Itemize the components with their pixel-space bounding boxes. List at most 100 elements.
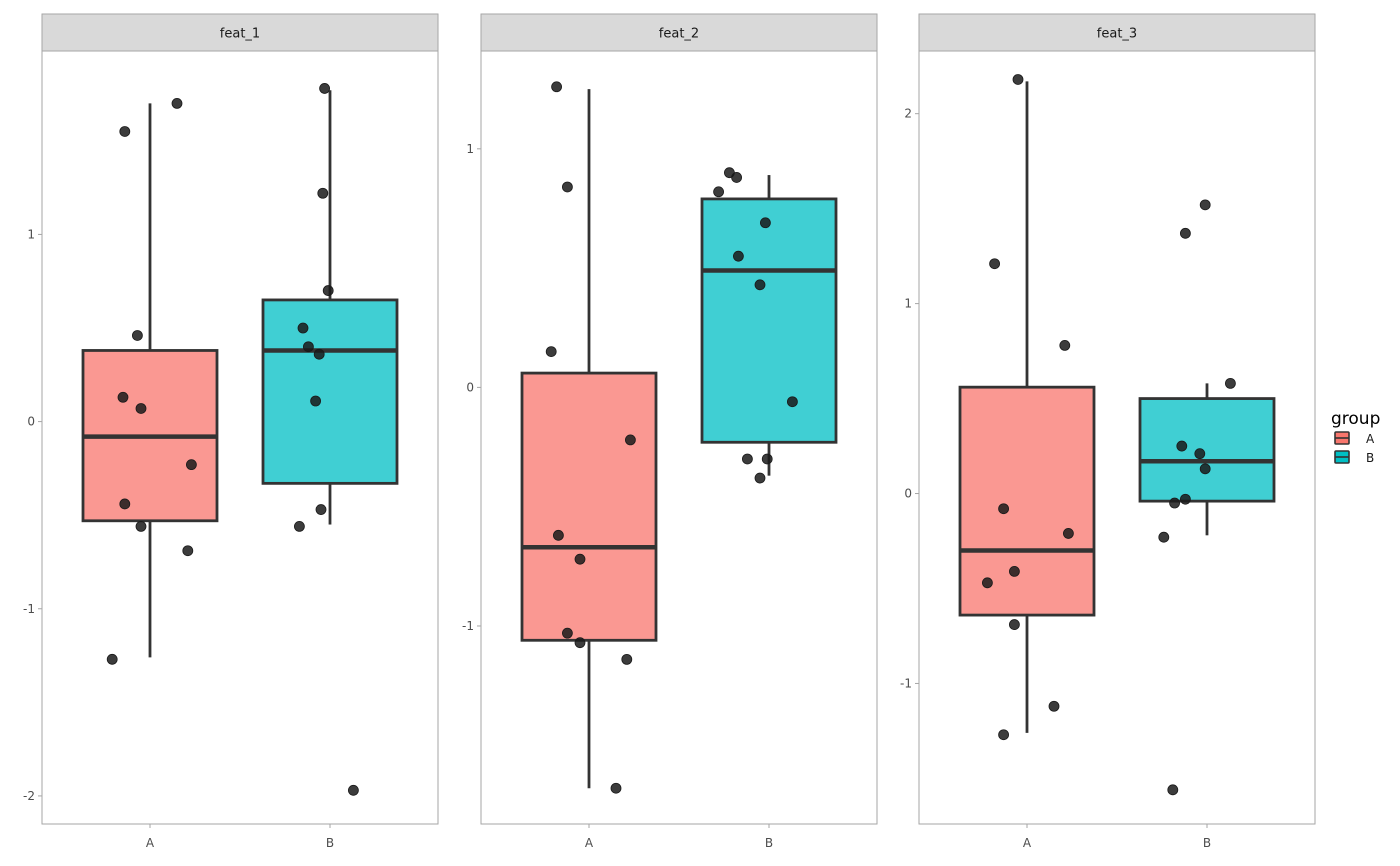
data-point-a bbox=[1063, 528, 1074, 539]
data-point-b bbox=[1158, 531, 1170, 543]
box-group-b bbox=[700, 175, 838, 476]
data-point-b bbox=[1180, 227, 1191, 239]
legend-label-a: A bbox=[1366, 432, 1375, 446]
data-point-a bbox=[135, 521, 147, 532]
legend-entry-a: A bbox=[1334, 431, 1375, 446]
data-point-a bbox=[610, 782, 622, 794]
data-point-a bbox=[171, 98, 183, 109]
data-point-a bbox=[562, 627, 573, 639]
data-point-a bbox=[989, 258, 1000, 270]
legend-title: group bbox=[1331, 409, 1380, 429]
facet-strip-label: feat_1 bbox=[220, 27, 260, 42]
data-point-a bbox=[1012, 74, 1024, 85]
data-point-a bbox=[574, 637, 586, 649]
box-group-a bbox=[958, 81, 1096, 733]
x-tick-label: A bbox=[585, 836, 594, 850]
data-point-b bbox=[742, 453, 753, 465]
data-point-b bbox=[761, 453, 773, 465]
y-tick-label: 1 bbox=[904, 297, 912, 311]
data-point-b bbox=[1199, 199, 1211, 211]
data-point-a bbox=[117, 391, 129, 403]
data-point-a bbox=[119, 126, 131, 137]
data-point-a bbox=[135, 403, 147, 414]
facet-strip bbox=[41, 13, 439, 52]
data-point-a bbox=[131, 330, 143, 341]
data-point-b bbox=[302, 341, 314, 353]
y-tick-label: 1 bbox=[466, 142, 474, 156]
data-point-a bbox=[182, 545, 194, 557]
data-point-b bbox=[1167, 784, 1179, 796]
data-point-a bbox=[1048, 700, 1060, 712]
data-point-a bbox=[1009, 619, 1020, 630]
facet-panel-feat_3: feat_3 -1 0 1 2 A B bbox=[900, 13, 1316, 850]
box-body bbox=[958, 385, 1096, 617]
y-tick-label: -2 bbox=[23, 789, 35, 803]
data-point-b bbox=[322, 285, 334, 296]
data-point-b bbox=[310, 395, 322, 407]
data-point-a bbox=[551, 81, 562, 93]
x-tick-label: B bbox=[1203, 836, 1211, 850]
x-tick-label: B bbox=[765, 836, 773, 850]
data-point-b bbox=[347, 784, 359, 796]
data-point-b bbox=[731, 172, 742, 183]
facet-strip-label: feat_3 bbox=[1097, 27, 1137, 42]
data-point-a bbox=[998, 503, 1009, 515]
y-tick-label: 0 bbox=[27, 415, 35, 429]
data-point-a bbox=[553, 529, 564, 541]
data-point-a bbox=[982, 577, 993, 589]
y-tick-label: -1 bbox=[23, 602, 35, 616]
box-group-a bbox=[81, 103, 219, 658]
box-body bbox=[1138, 397, 1276, 503]
x-tick-label: B bbox=[326, 836, 334, 850]
y-tick-label: -1 bbox=[900, 676, 912, 690]
data-point-a bbox=[545, 346, 557, 358]
data-point-a bbox=[119, 498, 131, 510]
y-tick-label: 0 bbox=[466, 380, 474, 394]
data-point-b bbox=[1225, 377, 1236, 389]
data-point-b bbox=[787, 396, 798, 408]
box-body bbox=[700, 197, 838, 444]
facet-panel-feat_2: feat_2 -1 0 1 A B bbox=[462, 13, 878, 850]
data-point-b bbox=[319, 83, 331, 94]
data-point-a bbox=[1009, 565, 1020, 577]
x-tick-label: A bbox=[146, 836, 155, 850]
facet-strip-label: feat_2 bbox=[659, 27, 699, 42]
data-point-a bbox=[562, 181, 573, 193]
data-point-b bbox=[315, 504, 327, 515]
data-point-a bbox=[621, 653, 633, 665]
data-point-b bbox=[317, 187, 329, 199]
x-tick-label: A bbox=[1023, 836, 1032, 850]
data-point-b bbox=[754, 279, 766, 291]
data-point-a bbox=[574, 553, 586, 565]
box-group-b bbox=[261, 90, 399, 525]
legend: group A B bbox=[1331, 409, 1380, 465]
box-group-a bbox=[520, 89, 658, 789]
y-tick-label: 0 bbox=[904, 487, 912, 501]
data-point-b bbox=[760, 217, 771, 229]
data-point-b bbox=[733, 250, 744, 262]
data-point-b bbox=[313, 348, 325, 360]
y-tick-label: 1 bbox=[27, 227, 35, 241]
facet-strip bbox=[918, 13, 1316, 52]
data-point-b bbox=[293, 521, 305, 532]
legend-entry-b: B bbox=[1334, 450, 1374, 465]
data-point-b bbox=[1180, 493, 1191, 505]
data-point-b bbox=[713, 186, 724, 198]
box-body bbox=[520, 371, 658, 642]
legend-label-b: B bbox=[1366, 451, 1374, 465]
data-point-b bbox=[1169, 497, 1180, 509]
data-point-a bbox=[998, 729, 1009, 741]
box-group-b bbox=[1138, 383, 1276, 536]
data-point-a bbox=[185, 459, 197, 471]
y-tick-label: -1 bbox=[462, 619, 474, 633]
y-tick-label: 2 bbox=[904, 107, 912, 121]
data-point-a bbox=[1059, 339, 1071, 351]
data-point-b bbox=[297, 322, 309, 334]
data-point-b bbox=[1199, 463, 1211, 475]
data-point-b bbox=[1194, 448, 1206, 460]
data-point-a bbox=[106, 653, 118, 665]
data-point-a bbox=[625, 434, 636, 446]
facet-panel-feat_1: feat_1 -2 -1 0 1 A B bbox=[23, 13, 439, 850]
